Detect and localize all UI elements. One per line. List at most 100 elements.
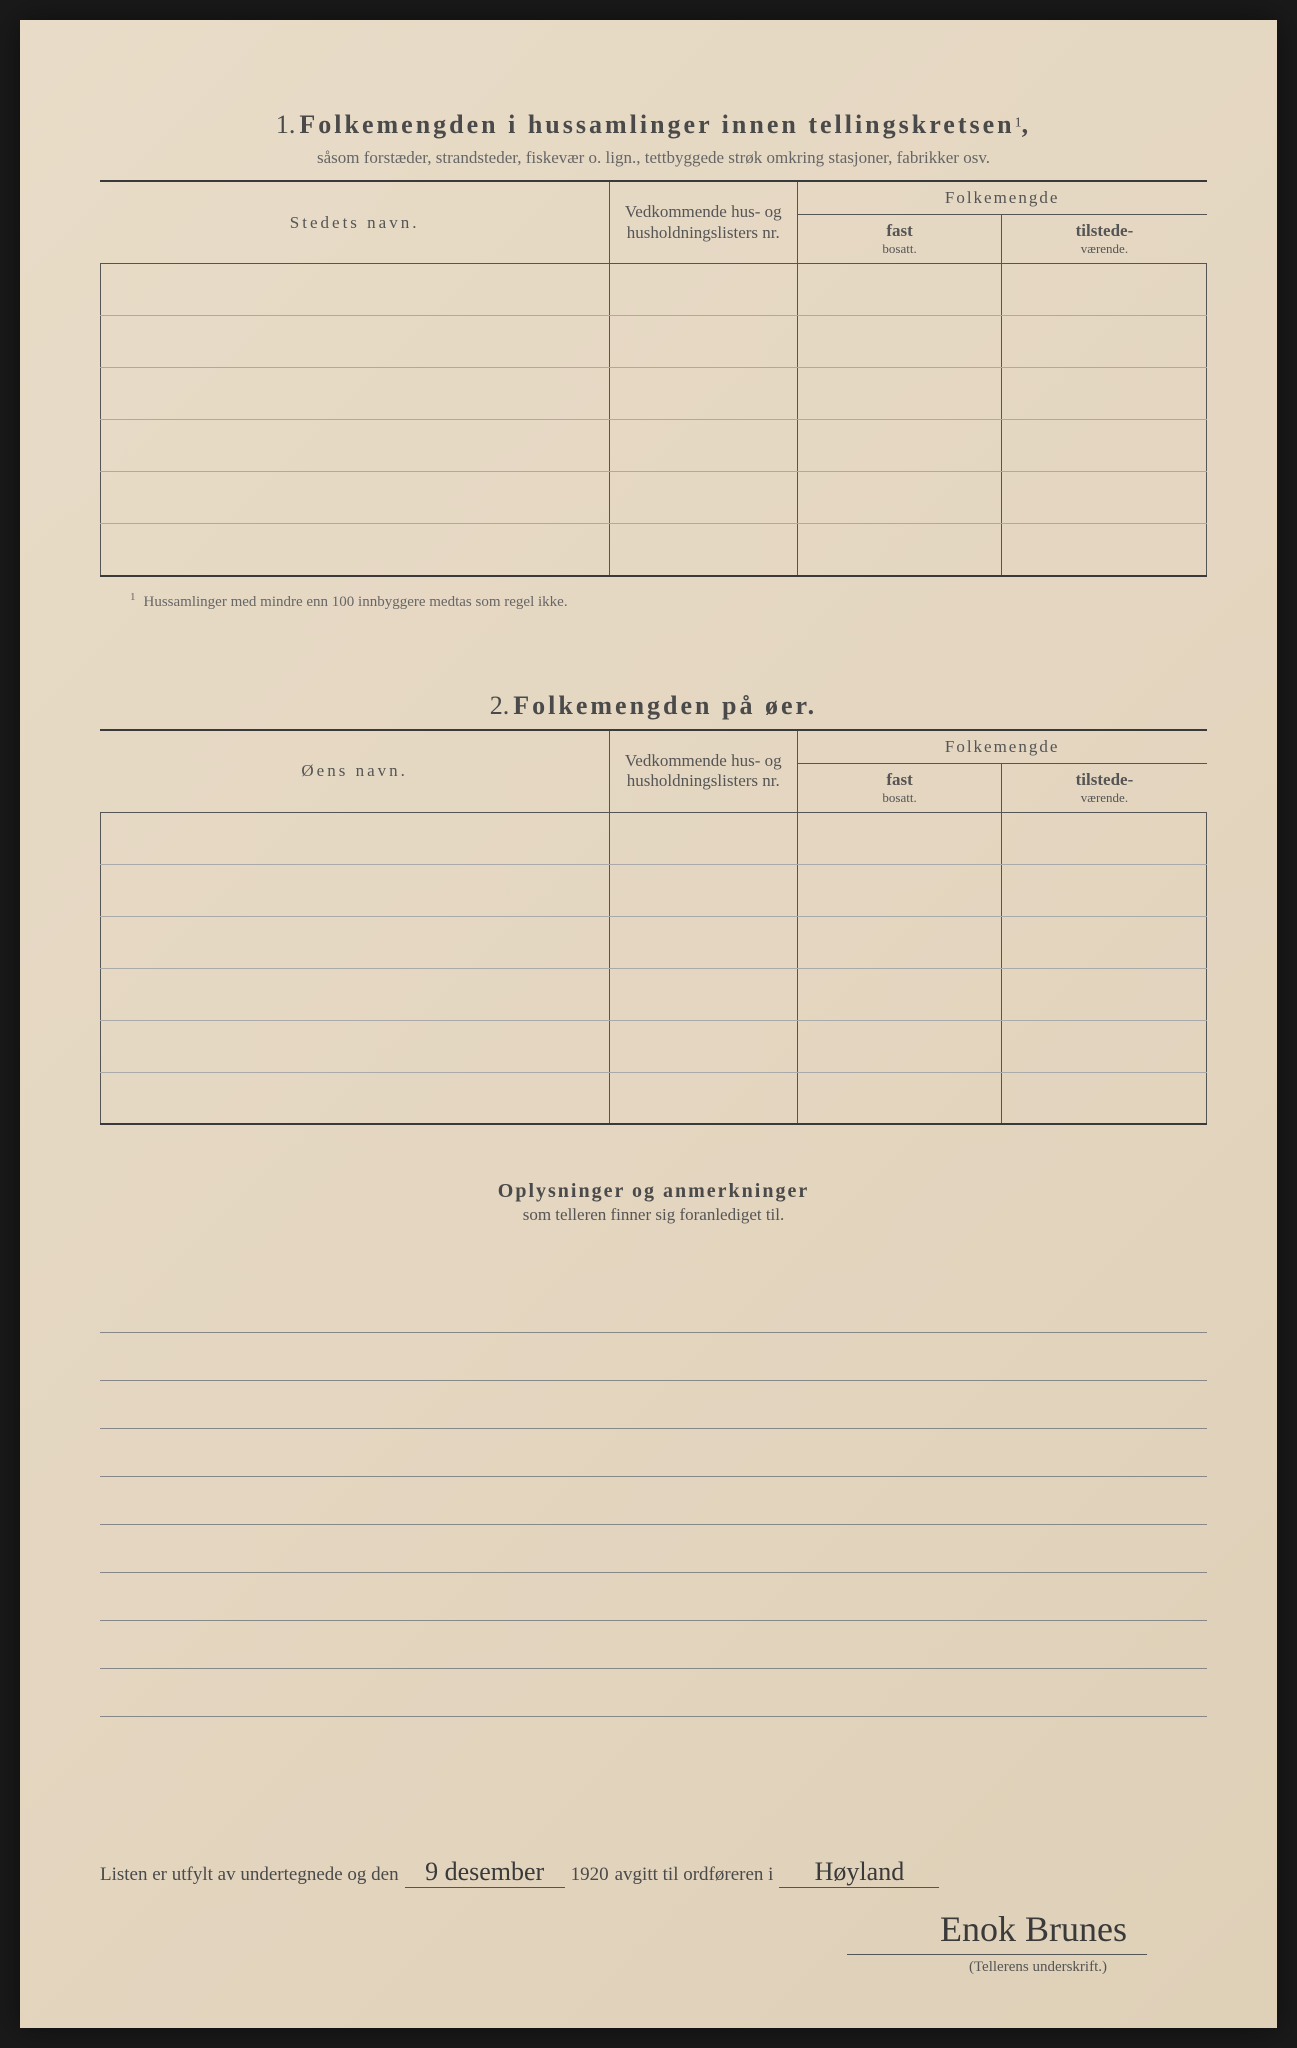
- empty-cell: [1002, 916, 1207, 968]
- sig-prefix: Listen er utfylt av undertegnede og den: [100, 1864, 399, 1886]
- ruled-line: [100, 1669, 1207, 1717]
- ruled-line: [100, 1621, 1207, 1669]
- empty-cell: [101, 524, 610, 576]
- empty-cell: [797, 916, 1002, 968]
- section2-th-folk: Folkemengde: [797, 731, 1206, 764]
- empty-cell: [609, 472, 797, 524]
- section1-subtitle: såsom forstæder, strandsteder, fiskevær …: [100, 148, 1207, 168]
- section1-number: 1.: [276, 110, 296, 139]
- section1-th-til: tilstede-værende.: [1002, 215, 1207, 264]
- empty-cell: [1002, 420, 1207, 472]
- section1-title-block: 1. Folkemengden i hussamlinger innen tel…: [100, 110, 1207, 140]
- empty-cell: [609, 264, 797, 316]
- remarks-lines: [100, 1285, 1207, 1717]
- signature-caption: (Tellerens underskrift.): [100, 1959, 1207, 1976]
- empty-cell: [797, 472, 1002, 524]
- signature-line-text: Listen er utfylt av undertegnede og den …: [100, 1857, 1207, 1888]
- empty-cell: [1002, 472, 1207, 524]
- remarks-subtitle: som telleren finner sig foranlediget til…: [100, 1205, 1207, 1225]
- section2-block: 2. Folkemengden på øer. Øens navn. Vedko…: [100, 691, 1207, 1126]
- empty-cell: [609, 1072, 797, 1124]
- section2-th-ved: Vedkommende hus- og husholdningslisters …: [609, 731, 797, 813]
- section2-table: Øens navn. Vedkommende hus- og husholdni…: [100, 731, 1207, 1126]
- section1-table: Stedets navn. Vedkommende hus- og hushol…: [100, 182, 1207, 577]
- empty-cell: [609, 916, 797, 968]
- empty-cell: [609, 1020, 797, 1072]
- ruled-line: [100, 1477, 1207, 1525]
- section1-th-name: Stedets navn.: [101, 182, 610, 264]
- sig-place-handwritten: Høyland: [779, 1857, 939, 1888]
- section2-title-block: 2. Folkemengden på øer.: [100, 691, 1207, 721]
- table-row: [101, 812, 1207, 864]
- section2-th-name: Øens navn.: [101, 731, 610, 813]
- empty-cell: [101, 1072, 610, 1124]
- table-row: [101, 420, 1207, 472]
- empty-cell: [797, 864, 1002, 916]
- empty-cell: [101, 812, 610, 864]
- empty-cell: [101, 1020, 610, 1072]
- table-row: [101, 316, 1207, 368]
- signature-handwritten: Enok Brunes: [847, 1908, 1147, 1955]
- empty-cell: [1002, 316, 1207, 368]
- table-row: [101, 864, 1207, 916]
- section1-th-folk: Folkemengde: [797, 182, 1206, 215]
- section2-th-til: tilstede-værende.: [1002, 763, 1207, 812]
- table-row: [101, 524, 1207, 576]
- empty-cell: [1002, 812, 1207, 864]
- empty-cell: [797, 524, 1002, 576]
- table-row: [101, 968, 1207, 1020]
- section2-body: [101, 812, 1207, 1124]
- ruled-line: [100, 1333, 1207, 1381]
- empty-cell: [797, 316, 1002, 368]
- empty-cell: [101, 264, 610, 316]
- section2-th-fast: fastbosatt.: [797, 763, 1002, 812]
- ruled-line: [100, 1429, 1207, 1477]
- census-form-page: 1. Folkemengden i hussamlinger innen tel…: [20, 20, 1277, 2028]
- signature-name-block: Enok Brunes: [100, 1908, 1207, 1955]
- empty-cell: [797, 1020, 1002, 1072]
- empty-cell: [101, 420, 610, 472]
- empty-cell: [797, 264, 1002, 316]
- remarks-block: Oplysninger og anmerkninger som telleren…: [100, 1180, 1207, 1225]
- section1-body: [101, 264, 1207, 576]
- empty-cell: [797, 812, 1002, 864]
- table-row: [101, 1020, 1207, 1072]
- section1-th-fast: fastbosatt.: [797, 215, 1002, 264]
- remarks-title: Oplysninger og anmerkninger: [100, 1180, 1207, 1203]
- empty-cell: [797, 420, 1002, 472]
- section2-number: 2.: [490, 691, 510, 720]
- section1-footnote-sup: 1: [130, 591, 136, 603]
- empty-cell: [797, 1072, 1002, 1124]
- empty-cell: [609, 864, 797, 916]
- section2-title: Folkemengden på øer.: [513, 691, 817, 720]
- ruled-line: [100, 1285, 1207, 1333]
- empty-cell: [101, 316, 610, 368]
- empty-cell: [797, 368, 1002, 420]
- table-row: [101, 264, 1207, 316]
- sig-date-handwritten: 9 desember: [405, 1857, 565, 1888]
- empty-cell: [1002, 524, 1207, 576]
- ruled-line: [100, 1525, 1207, 1573]
- table-row: [101, 472, 1207, 524]
- empty-cell: [101, 916, 610, 968]
- empty-cell: [101, 368, 610, 420]
- empty-cell: [609, 368, 797, 420]
- section1-title: Folkemengden i hussamlinger innen tellin…: [299, 110, 1014, 139]
- section1-comma: ,: [1022, 110, 1032, 139]
- section1-footnote-text: Hussamlinger med mindre enn 100 innbygge…: [144, 594, 568, 610]
- empty-cell: [1002, 264, 1207, 316]
- empty-cell: [797, 968, 1002, 1020]
- empty-cell: [1002, 368, 1207, 420]
- empty-cell: [609, 524, 797, 576]
- sig-year: 1920: [571, 1864, 609, 1886]
- empty-cell: [609, 968, 797, 1020]
- empty-cell: [1002, 1072, 1207, 1124]
- section1-title-sup: 1: [1015, 116, 1022, 131]
- ruled-line: [100, 1573, 1207, 1621]
- sig-middle: avgitt til ordføreren i: [615, 1864, 774, 1886]
- table-row: [101, 368, 1207, 420]
- table-row: [101, 916, 1207, 968]
- empty-cell: [609, 812, 797, 864]
- empty-cell: [609, 316, 797, 368]
- section1-footnote: 1 Hussamlinger med mindre enn 100 innbygg…: [130, 591, 1207, 611]
